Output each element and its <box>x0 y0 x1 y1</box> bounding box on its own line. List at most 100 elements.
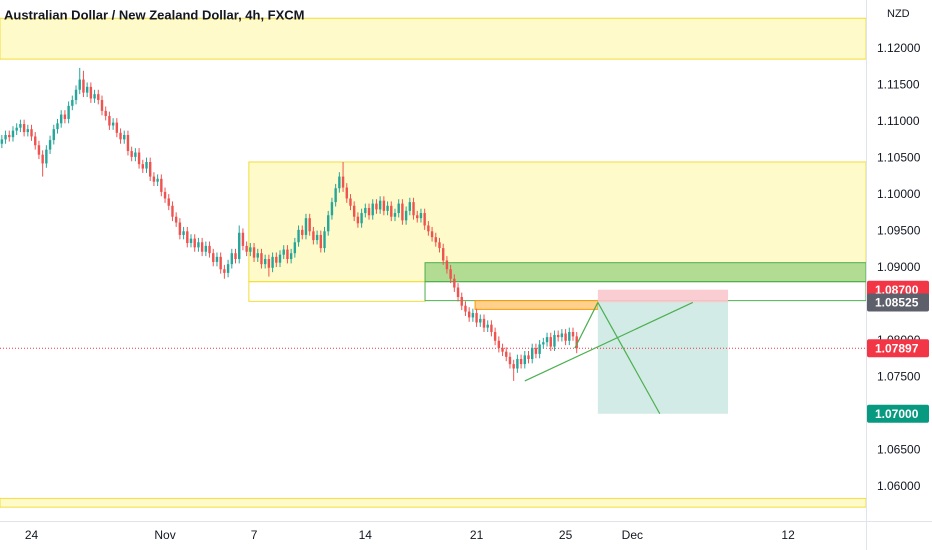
price-label: 1.07897 <box>875 341 919 355</box>
candle-body <box>301 229 304 235</box>
candle-body <box>538 344 541 354</box>
candle-body <box>149 161 152 177</box>
price-label: 1.07000 <box>875 407 919 421</box>
candle-body <box>189 238 193 243</box>
candle-body <box>460 296 463 306</box>
candle-body <box>364 207 367 214</box>
candle-body <box>34 136 37 146</box>
candle-body <box>286 249 289 260</box>
candle-body <box>249 247 252 252</box>
candle-body <box>11 130 15 138</box>
zone <box>0 497 867 508</box>
candle-body <box>334 188 337 203</box>
candle-body <box>278 254 282 263</box>
candle-body <box>230 253 234 265</box>
candle-body <box>145 161 148 169</box>
candle-body <box>134 152 137 157</box>
x-tick-label: 25 <box>559 528 573 542</box>
y-tick-label: 1.06000 <box>877 479 921 493</box>
candle-body <box>568 332 571 341</box>
candle-body <box>104 110 107 117</box>
x-tick-label: 12 <box>781 528 795 542</box>
candle-body <box>490 324 493 333</box>
zone <box>597 289 729 303</box>
candle-body <box>22 124 26 133</box>
candle-body <box>275 256 278 263</box>
candle-body <box>416 215 419 219</box>
candle-body <box>260 253 263 265</box>
candle-body <box>519 359 523 365</box>
candle-body <box>0 139 4 144</box>
candle-body <box>163 191 167 199</box>
candle-body <box>330 202 334 216</box>
candle-body <box>338 176 341 189</box>
candle-body <box>479 318 482 323</box>
plot-area <box>0 17 867 508</box>
candle-body <box>208 245 211 254</box>
candle-body <box>401 203 404 221</box>
candle-body <box>404 210 408 221</box>
candle-body <box>67 105 70 119</box>
candle-body <box>85 86 89 93</box>
candle-body <box>174 216 178 223</box>
candle-body <box>200 242 204 252</box>
candle-body <box>482 318 486 328</box>
y-tick-label: 1.12000 <box>877 41 921 55</box>
candle-body <box>438 242 441 249</box>
candle-body <box>45 149 48 164</box>
candle-body <box>226 264 230 273</box>
candle-body <box>238 232 241 260</box>
candle-body <box>430 231 434 238</box>
candle-body <box>356 216 360 224</box>
price-label-bg <box>867 339 929 358</box>
candle-body <box>341 176 345 188</box>
candle-body <box>74 89 78 100</box>
candle-body <box>571 332 575 337</box>
candle-body <box>193 238 196 248</box>
candle-body <box>345 187 348 199</box>
y-tick-label: 1.10000 <box>877 187 921 201</box>
candle-body <box>553 334 556 347</box>
candle-body <box>367 207 371 216</box>
candle-body <box>234 253 237 260</box>
axes: 1.060001.065001.070001.075001.080001.085… <box>25 41 929 542</box>
candle-body <box>111 122 115 126</box>
candle-body <box>471 313 475 318</box>
candle-body <box>352 205 356 217</box>
candle-body <box>516 359 519 369</box>
candle-body <box>26 129 30 133</box>
candle-body <box>63 114 67 119</box>
candle-body <box>542 342 545 345</box>
y-tick-label: 1.06500 <box>877 442 921 456</box>
zone <box>0 17 867 60</box>
candle-body <box>393 213 397 217</box>
candle-body <box>126 134 130 152</box>
candle-body <box>456 287 460 297</box>
candle-body <box>59 114 63 124</box>
candle-body <box>93 94 96 99</box>
y-tick-label: 1.09000 <box>877 260 921 274</box>
candle-body <box>360 213 363 224</box>
candle-body <box>267 259 271 268</box>
candle-body <box>382 200 386 211</box>
candle-body <box>152 176 156 182</box>
trend-line <box>574 302 599 349</box>
candle-body <box>256 253 259 258</box>
candle-body <box>182 231 185 235</box>
candle-body <box>412 202 415 216</box>
candle-body <box>130 151 133 157</box>
candle-body <box>171 205 174 217</box>
zone <box>597 302 729 414</box>
candle-body <box>197 242 200 248</box>
zone <box>474 300 599 310</box>
candle-body <box>241 232 245 246</box>
candle-body <box>8 134 11 138</box>
candle-body <box>78 79 81 90</box>
candle-body <box>427 225 430 232</box>
x-tick-label: Dec <box>622 528 643 542</box>
candle-body <box>408 202 412 211</box>
candle-body <box>82 79 85 93</box>
x-tick-label: 7 <box>251 528 258 542</box>
candle-body <box>312 231 315 241</box>
